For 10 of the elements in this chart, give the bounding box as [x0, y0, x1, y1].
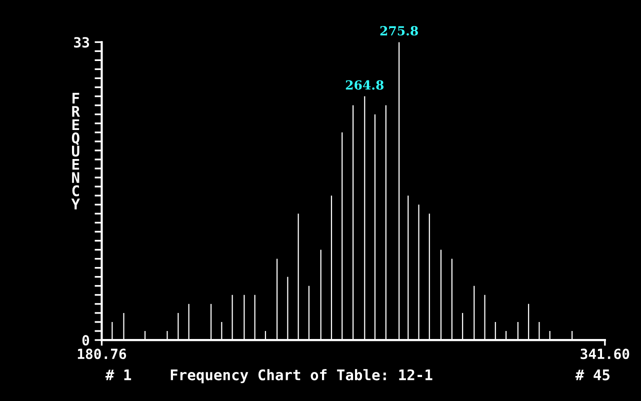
- y-tick-label: 33: [74, 37, 90, 48]
- annotation: 264.8: [346, 80, 384, 90]
- y-tick-label: 0: [82, 335, 90, 346]
- text: # 1: [105, 370, 132, 380]
- x-tick-label: 180.76: [78, 348, 126, 360]
- x-tick-label: 341.60: [580, 348, 630, 360]
- text: FREQUENCY: [71, 92, 80, 210]
- text: # 45: [575, 370, 610, 380]
- text: Frequency Chart of Table: 12-1: [170, 369, 432, 384]
- annotation: 275.8: [380, 26, 418, 36]
